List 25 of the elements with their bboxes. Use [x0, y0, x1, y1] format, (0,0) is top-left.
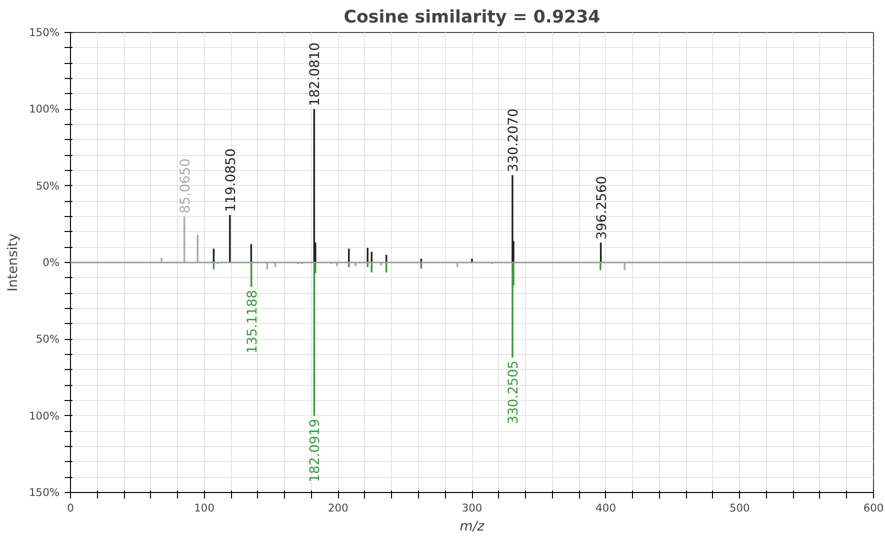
x-tick-label: 200 [328, 502, 349, 514]
y-tick-label: 100% [29, 409, 60, 422]
annotation: 330.2070 [506, 108, 522, 172]
y-tick-label: 100% [29, 102, 60, 116]
x-tick-label: 300 [462, 502, 482, 514]
y-tick-label: 0% [42, 256, 60, 269]
y-tick-label: 50% [36, 179, 60, 192]
y-tick-label: 150% [29, 486, 60, 499]
x-tick-label: 500 [729, 502, 750, 514]
x-tick-label: 0 [67, 502, 74, 514]
y-axis-title: Intensity [6, 233, 22, 292]
annotation: 119.0850 [224, 148, 239, 212]
annotation: 85.0650 [178, 158, 194, 214]
annotation: 182.0919 [308, 418, 324, 482]
chart-title: Cosine similarity = 0.9234 [344, 8, 600, 28]
annotation: 135.1188 [245, 290, 260, 354]
y-tick-label: 50% [36, 332, 60, 346]
annotation: 396.2560 [594, 176, 610, 240]
annotation: 330.2505 [506, 360, 522, 424]
annotation: 182.0810 [308, 42, 324, 106]
x-tick-label: 100 [194, 502, 215, 514]
x-tick-label: 600 [863, 502, 884, 514]
y-tick-label: 150% [29, 26, 60, 39]
x-axis-title: m/z [460, 520, 486, 534]
x-tick-label: 400 [596, 502, 616, 514]
